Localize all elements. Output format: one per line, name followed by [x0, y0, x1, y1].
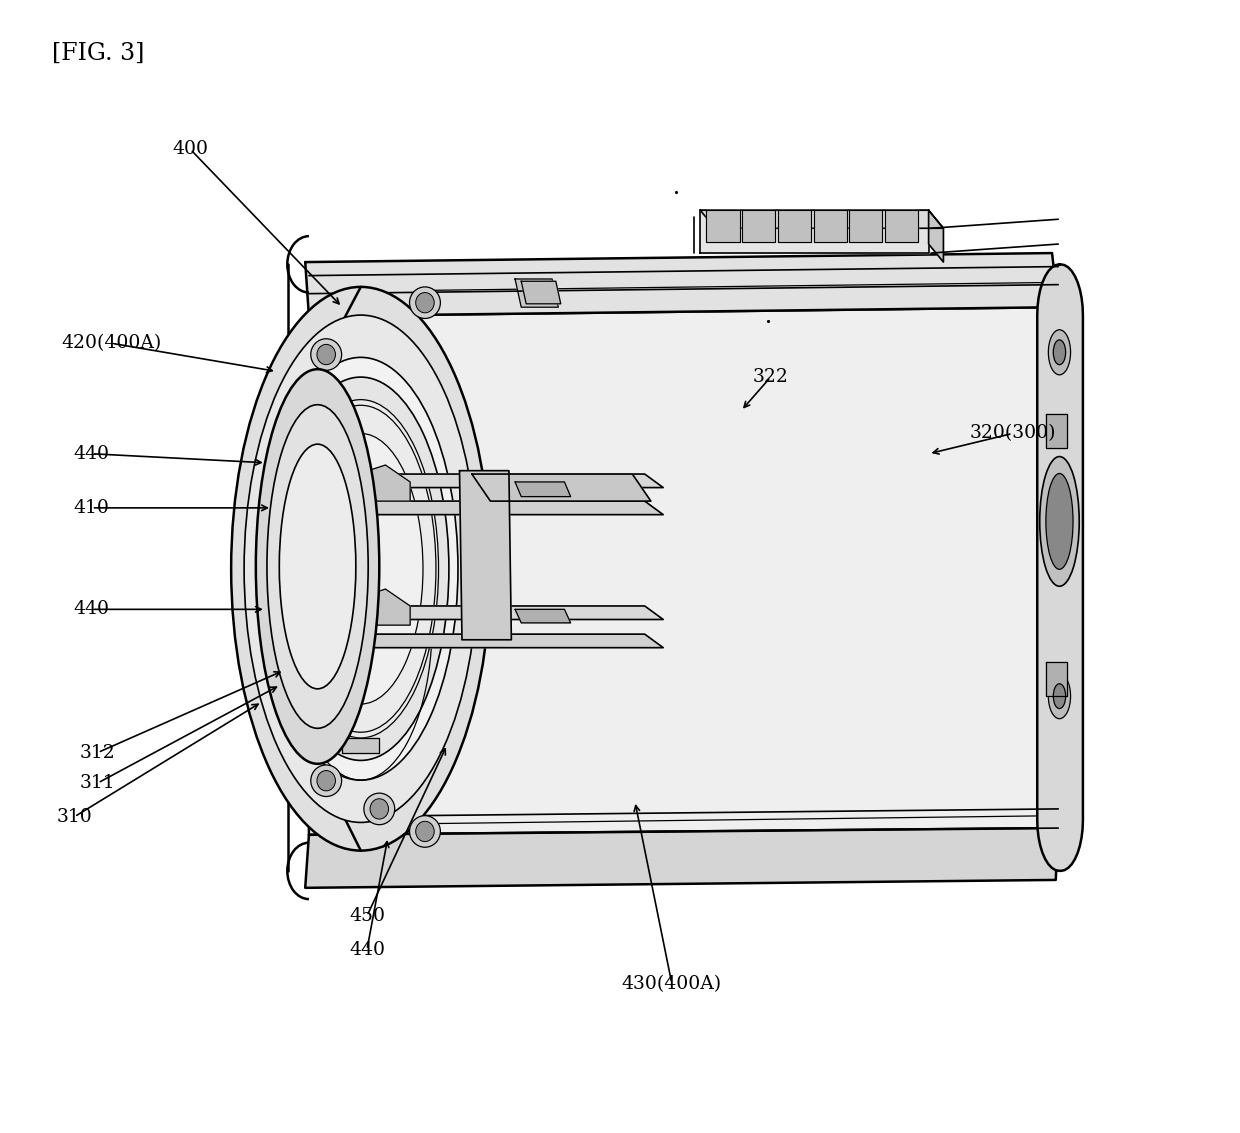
Polygon shape [309, 307, 1058, 835]
Polygon shape [342, 738, 379, 752]
Text: 440: 440 [348, 940, 384, 959]
Text: 430(400A): 430(400A) [621, 974, 722, 993]
Ellipse shape [264, 357, 458, 781]
Text: 322: 322 [753, 368, 789, 386]
Text: 312: 312 [79, 743, 115, 761]
Polygon shape [305, 253, 1058, 316]
Polygon shape [929, 211, 944, 262]
Ellipse shape [283, 400, 439, 738]
Polygon shape [334, 589, 410, 625]
Text: 310: 310 [57, 808, 92, 826]
Ellipse shape [1048, 674, 1070, 718]
Ellipse shape [299, 434, 423, 704]
Text: [FIG. 3]: [FIG. 3] [52, 42, 145, 66]
Polygon shape [701, 211, 929, 253]
Ellipse shape [415, 292, 434, 313]
Ellipse shape [317, 770, 336, 791]
Text: 440: 440 [73, 600, 109, 619]
Ellipse shape [1045, 474, 1073, 569]
Ellipse shape [409, 287, 440, 318]
Ellipse shape [311, 765, 342, 796]
Ellipse shape [363, 793, 394, 825]
Ellipse shape [1053, 340, 1065, 365]
Polygon shape [515, 279, 558, 307]
Polygon shape [1037, 264, 1083, 871]
Polygon shape [305, 828, 1058, 888]
Polygon shape [521, 281, 560, 304]
Text: 311: 311 [81, 774, 115, 792]
Ellipse shape [255, 369, 379, 764]
Text: 420(400A): 420(400A) [61, 334, 161, 352]
Text: 450: 450 [348, 908, 384, 925]
Ellipse shape [415, 821, 434, 842]
Ellipse shape [1053, 683, 1065, 708]
Polygon shape [515, 610, 570, 623]
Ellipse shape [1048, 330, 1070, 375]
Polygon shape [311, 474, 663, 487]
Polygon shape [813, 211, 847, 241]
Text: 410: 410 [73, 499, 109, 517]
Ellipse shape [409, 816, 440, 847]
Ellipse shape [370, 799, 388, 819]
Text: 400: 400 [172, 140, 208, 159]
Polygon shape [1045, 415, 1066, 449]
Polygon shape [701, 211, 944, 228]
Text: 440: 440 [73, 445, 109, 462]
Polygon shape [311, 501, 663, 514]
Polygon shape [311, 606, 663, 620]
Ellipse shape [244, 315, 477, 823]
Polygon shape [885, 211, 918, 241]
Ellipse shape [273, 377, 449, 760]
Polygon shape [1045, 663, 1066, 696]
Ellipse shape [279, 444, 356, 689]
Polygon shape [742, 211, 775, 241]
Ellipse shape [1039, 457, 1079, 586]
Polygon shape [707, 211, 739, 241]
Text: 320(300): 320(300) [970, 425, 1055, 443]
Ellipse shape [231, 287, 490, 851]
Polygon shape [460, 470, 511, 640]
Polygon shape [515, 482, 570, 496]
Ellipse shape [267, 404, 368, 729]
Polygon shape [334, 465, 410, 501]
Polygon shape [472, 474, 651, 501]
Ellipse shape [1039, 293, 1076, 846]
Ellipse shape [311, 339, 342, 370]
Polygon shape [777, 211, 811, 241]
Ellipse shape [317, 344, 336, 365]
Polygon shape [311, 634, 663, 648]
Polygon shape [849, 211, 883, 241]
